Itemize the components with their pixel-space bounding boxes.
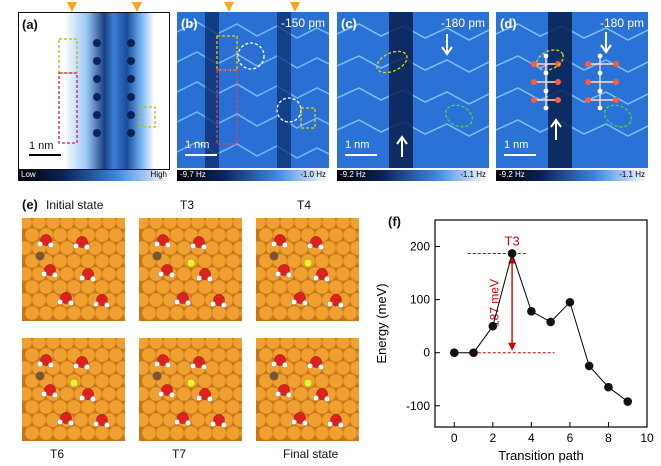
chart-frame [434,219,648,428]
snapshot-label-t7: T7 [172,447,187,461]
colorbar-b: -9.7 Hz -1.0 Hz [177,170,329,181]
height-label-c: -180 pm [440,16,485,30]
barrier-label: 187 meV [488,279,502,327]
y-tick-label: 200 [410,240,430,254]
data-point [507,249,517,258]
colorbar-low-c: -9.2 Hz [340,170,366,179]
colorbar-low-d: -9.2 Hz [499,170,525,179]
y-tick-label: -100 [406,399,430,413]
y-axis-label: Energy (meV) [374,283,389,363]
arrow-down-icon [600,32,612,54]
y-tick-label: 100 [410,293,430,307]
x-tick-label: 6 [567,431,574,445]
colorbar-low-a: Low [21,170,36,179]
snapshot-initial [22,218,125,321]
data-point [449,348,459,357]
x-axis-label: Transition path [498,448,584,463]
arrow-down-icon [508,342,517,351]
panel-tag-d: (d) [500,16,517,31]
snapshot-final [256,338,359,441]
peak-label: T3 [505,233,520,248]
arrow-down-icon [132,2,142,12]
data-point [584,361,594,371]
panel-tag-a: (a) [22,17,38,32]
arrow-down-icon [224,2,234,12]
scale-bar-label-a: 1 nm [29,140,54,152]
data-point [527,306,536,316]
colorbar-low-b: -9.7 Hz [180,170,206,179]
colorbar-high-a: High [150,170,167,179]
snapshot-label-t3: T3 [180,198,195,212]
colorbar-high-c: -1.1 Hz [460,170,486,179]
height-label-b: -150 pm [280,16,325,30]
x-tick-label: 2 [489,431,496,445]
stm-image-a [19,13,169,169]
snapshot-label-t4: T4 [297,198,312,212]
arrow-up-icon [550,118,562,140]
stm-panel-a: (a) 1 nm [18,12,170,170]
snapshot-t4 [256,218,359,321]
colorbar-high-b: -1.0 Hz [300,170,326,179]
series-line [454,251,629,402]
scale-bar-label-c: 1 nm [345,139,370,151]
snapshot-t7 [139,338,242,441]
data-point [546,317,555,327]
panel-tag-c: (c) [341,16,357,31]
snapshot-label-initial: Initial state [46,198,104,212]
stm-panel-b: (b) -150 pm 1 nm [177,12,329,168]
stm-panel-c: (c) -180 pm 1 nm [337,12,489,168]
scale-bar-label-b: 1 nm [185,139,210,151]
orange-arrows [67,2,300,12]
stm-image-b [177,12,329,168]
arrow-down-icon [290,2,300,12]
height-label-d: -180 pm [599,16,644,30]
scale-bar-label-d: 1 nm [504,139,529,151]
snapshot-t3 [139,218,242,321]
colorbar-d: -9.2 Hz -1.1 Hz [496,170,648,181]
x-tick-label: 4 [528,431,535,445]
arrow-down-icon [67,2,77,12]
stm-panel-d: (d) -180 pm 1 nm [496,12,648,168]
x-tick-label: 0 [451,431,458,445]
arrow-down-icon [441,34,453,56]
data-point [469,348,478,357]
snapshot-label-final: Final state [283,447,339,461]
stm-image-d [496,12,648,168]
snapshot-label-t6: T6 [50,447,65,461]
energy-chart: 0 2 4 6 8 10 -100 0 100 200 T3 187 meV Transition … [374,219,654,463]
panel-tag-e: (e) [22,197,38,212]
x-tick-label: 8 [605,431,612,445]
colorbar-c: -9.2 Hz -1.1 Hz [337,170,489,181]
snapshot-t6 [22,338,125,441]
panel-tag-f: (f) [388,214,401,229]
data-point [565,297,575,307]
x-tick-label: 10 [640,431,654,445]
colorbar-a: Low High [18,170,170,181]
data-point [604,382,613,392]
panel-tag-b: (b) [181,16,198,31]
colorbar-high-d: -1.1 Hz [619,170,645,179]
arrow-up-icon [396,135,408,157]
data-point [623,397,633,406]
y-tick-label: 0 [423,346,430,360]
stm-image-c [337,12,489,168]
data-point [488,321,498,331]
